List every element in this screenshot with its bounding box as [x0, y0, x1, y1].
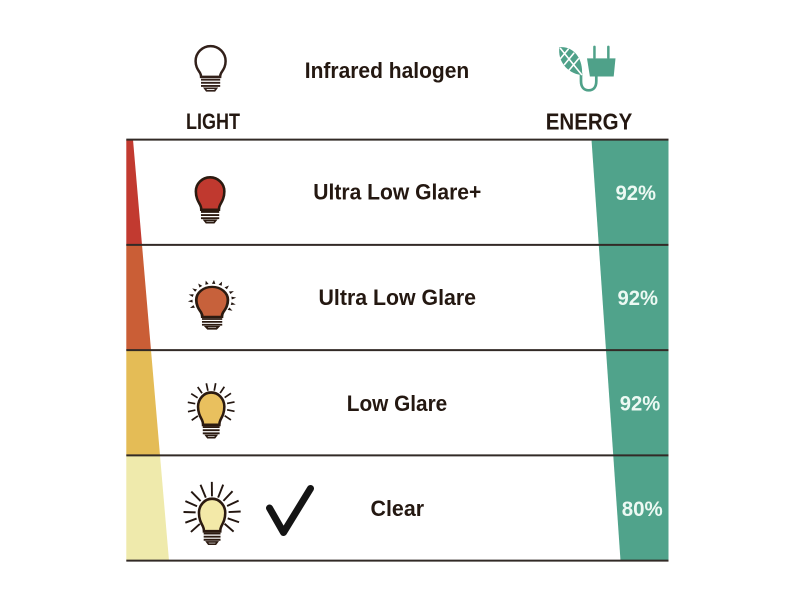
svg-text:Infrared halogen: Infrared halogen [305, 58, 470, 83]
svg-text:92%: 92% [620, 391, 661, 415]
svg-text:LIGHT: LIGHT [186, 109, 240, 134]
svg-text:92%: 92% [618, 286, 659, 310]
svg-text:80%: 80% [622, 497, 663, 521]
svg-text:Low Glare: Low Glare [347, 391, 448, 416]
svg-text:Ultra Low Glare: Ultra Low Glare [319, 285, 477, 310]
svg-text:92%: 92% [615, 181, 656, 205]
svg-text:Ultra Low Glare+: Ultra Low Glare+ [313, 180, 481, 205]
svg-text:Clear: Clear [371, 496, 425, 521]
svg-text:ENERGY: ENERGY [546, 108, 633, 134]
